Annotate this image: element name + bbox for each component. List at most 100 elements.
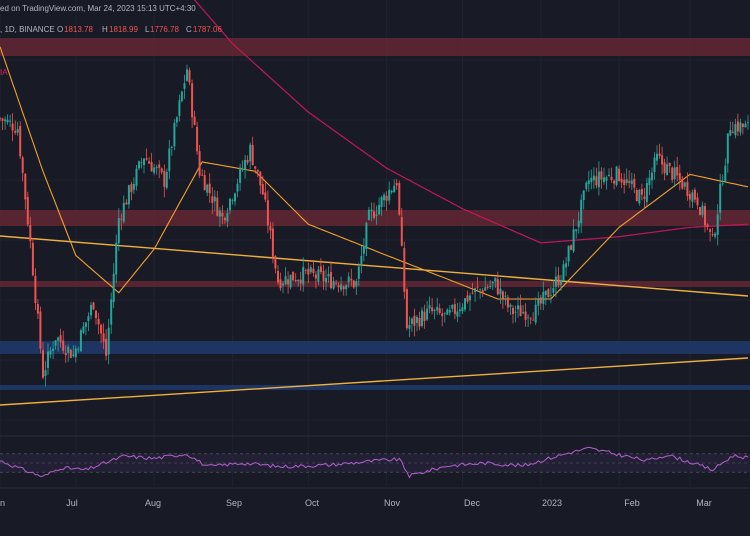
symbol-text: , 1D, BINANCE xyxy=(0,25,55,34)
candle-down xyxy=(95,310,97,318)
candle-up xyxy=(9,120,12,122)
candle-up xyxy=(410,318,413,324)
candle-up xyxy=(132,184,135,190)
candle-down xyxy=(403,248,406,292)
candle-down xyxy=(704,206,706,226)
candle-down xyxy=(307,268,310,275)
candle-up xyxy=(491,282,494,284)
candle-up xyxy=(673,167,676,179)
candle-down xyxy=(529,318,532,320)
candle-up xyxy=(648,177,651,185)
candle-down xyxy=(163,170,166,187)
candle-down xyxy=(259,171,262,186)
candle-down xyxy=(105,338,108,356)
candles xyxy=(0,64,749,387)
candle-up xyxy=(367,209,370,220)
candle-down xyxy=(97,318,100,325)
candle-down xyxy=(92,302,95,310)
candle-down xyxy=(547,289,550,298)
candle-down xyxy=(350,278,353,281)
candle-up xyxy=(383,194,386,201)
candle-down xyxy=(385,195,388,201)
candle-down xyxy=(373,211,375,219)
ohlc-close-label: C xyxy=(186,25,192,34)
candle-down xyxy=(299,279,302,284)
candle-up xyxy=(77,349,80,351)
candle-down xyxy=(201,174,204,176)
ma-legend-label: IA xyxy=(0,68,8,77)
candle-up xyxy=(494,277,497,282)
candle-down xyxy=(711,234,714,235)
candle-down xyxy=(102,333,105,342)
candle-down xyxy=(628,180,631,183)
trendline xyxy=(0,357,749,406)
candle-up xyxy=(67,346,70,353)
candle-up xyxy=(234,193,236,202)
candle-up xyxy=(597,171,600,188)
candle-up xyxy=(332,281,335,289)
candle-up xyxy=(421,310,423,326)
candle-down xyxy=(1,118,4,121)
candle-down xyxy=(145,158,148,160)
candle-down xyxy=(256,169,259,172)
candle-down xyxy=(271,228,274,257)
candle-down xyxy=(251,145,254,165)
candle-down xyxy=(741,123,744,127)
candle-up xyxy=(317,269,320,282)
candle-down xyxy=(36,304,39,314)
candle-down xyxy=(125,202,128,205)
candle-down xyxy=(496,279,499,295)
candle-up xyxy=(509,304,512,307)
candle-up xyxy=(605,177,608,181)
symbol-legend: , 1D, BINANCE O 1813.78 H 1818.99 L 1776… xyxy=(0,25,222,34)
time-axis-tick-label: Mar xyxy=(696,498,712,508)
candle-down xyxy=(330,272,332,289)
candle-up xyxy=(744,123,747,128)
candle-up xyxy=(446,309,449,315)
candle-up xyxy=(74,348,77,358)
candle-down xyxy=(269,226,272,231)
candle-up xyxy=(6,119,9,123)
candle-up xyxy=(554,276,557,287)
candle-down xyxy=(668,162,671,166)
zone-support xyxy=(0,341,750,354)
candle-up xyxy=(716,214,719,235)
candle-down xyxy=(418,318,421,327)
candle-up xyxy=(544,290,547,295)
candle-down xyxy=(130,184,133,193)
candle-down xyxy=(294,280,297,281)
candle-up xyxy=(107,327,110,355)
candle-down xyxy=(277,271,279,283)
candle-up xyxy=(456,311,459,317)
candle-up xyxy=(183,83,186,89)
candle-up xyxy=(327,273,330,277)
candle-up xyxy=(458,309,461,312)
time-axis[interactable]: n Jul Aug Sep Oct Nov Dec 2023 Feb Mar xyxy=(0,498,712,508)
candle-up xyxy=(231,200,234,202)
candle-down xyxy=(678,172,681,180)
candle-down xyxy=(198,151,201,176)
time-axis-tick-label: Nov xyxy=(384,498,401,508)
candle-down xyxy=(557,275,560,286)
candle-up xyxy=(560,280,562,285)
candle-up xyxy=(325,278,327,283)
candle-up xyxy=(297,280,300,282)
candle-up xyxy=(582,190,585,201)
candle-up xyxy=(143,158,145,166)
candle-down xyxy=(438,308,441,313)
candle-up xyxy=(562,264,565,281)
candle-up xyxy=(173,122,176,147)
candle-up xyxy=(178,100,181,116)
time-axis-tick-label: Dec xyxy=(464,498,481,508)
candle-down xyxy=(279,279,282,289)
candle-down xyxy=(64,352,67,356)
candle-up xyxy=(4,119,7,122)
candle-up xyxy=(375,214,378,216)
candle-down xyxy=(481,290,484,294)
candle-up xyxy=(714,233,717,237)
candle-down xyxy=(658,153,661,157)
candle-up xyxy=(461,307,464,312)
candle-up xyxy=(138,161,140,169)
